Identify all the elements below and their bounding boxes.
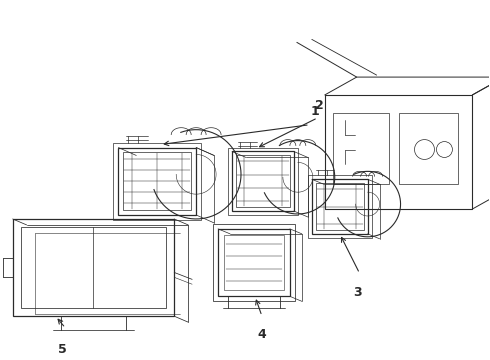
Bar xyxy=(13,219,174,316)
Bar xyxy=(113,143,201,220)
Bar xyxy=(312,179,368,234)
Bar xyxy=(236,156,290,207)
Text: 1: 1 xyxy=(311,105,319,118)
Text: 3: 3 xyxy=(353,287,362,300)
Bar xyxy=(123,153,191,210)
Bar xyxy=(308,175,371,238)
Text: 5: 5 xyxy=(58,343,67,356)
Bar xyxy=(316,183,364,230)
Bar xyxy=(232,152,294,211)
Bar xyxy=(218,229,290,296)
Bar xyxy=(333,113,389,184)
Text: 4: 4 xyxy=(258,328,267,341)
Bar xyxy=(224,235,284,291)
Bar xyxy=(398,113,458,184)
Bar xyxy=(21,227,166,308)
Text: 2: 2 xyxy=(316,99,324,112)
Bar xyxy=(213,224,295,301)
Bar xyxy=(228,148,298,215)
Bar xyxy=(119,148,196,215)
